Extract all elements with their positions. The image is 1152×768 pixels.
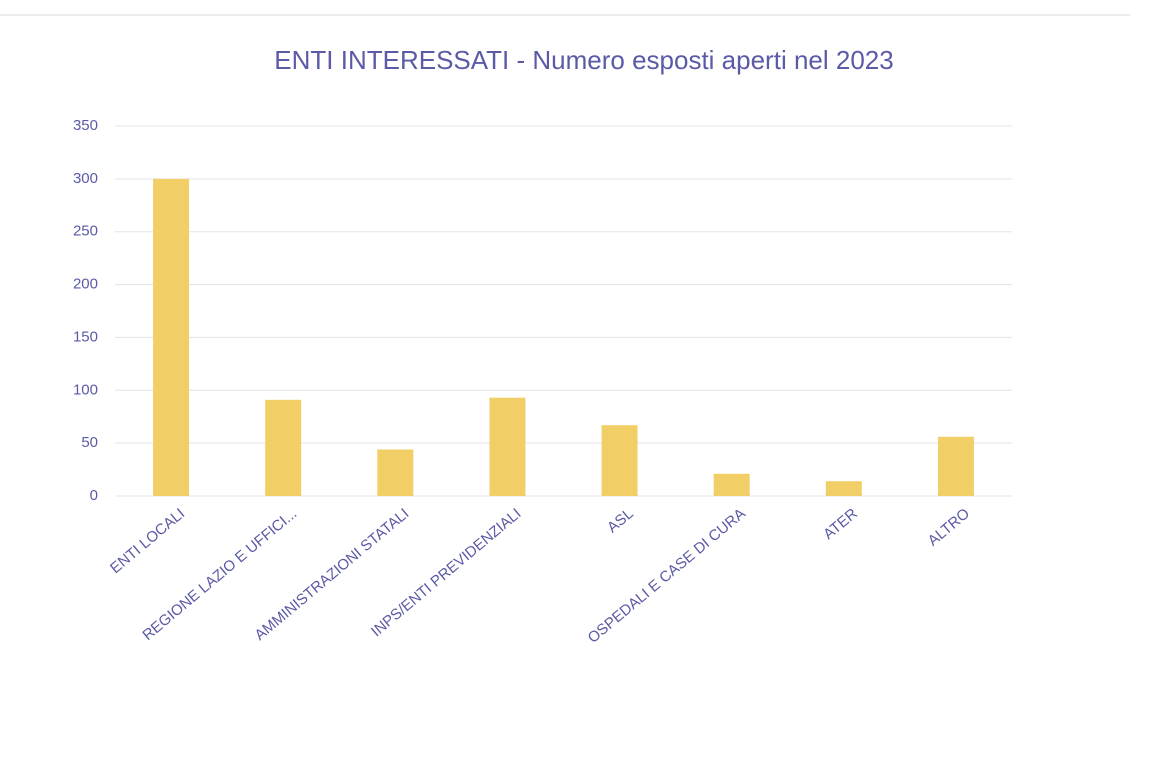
x-tick-label: ALTRO xyxy=(925,505,973,549)
y-tick-label: 100 xyxy=(73,381,98,398)
y-tick-label: 250 xyxy=(73,223,98,240)
bar xyxy=(265,399,302,496)
y-tick-label: 0 xyxy=(90,487,98,504)
y-tick-label: 150 xyxy=(73,328,98,345)
x-tick-label: ASL xyxy=(604,505,637,536)
bar xyxy=(937,436,974,496)
bar xyxy=(601,425,638,496)
y-tick-label: 350 xyxy=(73,117,98,134)
chart-title: ENTI INTERESSATI - Numero esposti aperti… xyxy=(274,45,893,75)
y-tick-label: 50 xyxy=(81,434,98,451)
y-tick-label: 300 xyxy=(73,170,98,187)
x-tick-label: ATER xyxy=(820,505,861,543)
bar xyxy=(377,449,414,496)
y-tick-label: 200 xyxy=(73,276,98,293)
x-tick-label: ENTI LOCALI xyxy=(107,505,188,577)
bar xyxy=(713,473,750,496)
bar xyxy=(153,178,190,496)
bar xyxy=(489,397,526,496)
bar xyxy=(825,481,862,496)
